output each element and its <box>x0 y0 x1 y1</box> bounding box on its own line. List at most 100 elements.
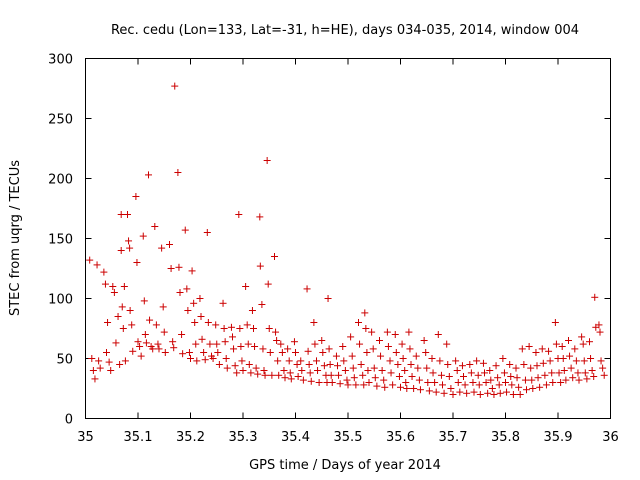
y-tick-label: 300 <box>48 53 73 68</box>
data-point <box>213 340 221 348</box>
data-point <box>273 337 281 344</box>
data-point <box>114 313 122 320</box>
data-point <box>280 367 288 374</box>
data-point <box>495 381 503 389</box>
data-point <box>591 293 599 301</box>
data-point <box>158 244 166 252</box>
data-point <box>193 357 201 365</box>
data-point <box>551 319 559 326</box>
data-point <box>200 349 208 356</box>
data-point <box>403 385 411 392</box>
data-point <box>408 373 416 380</box>
data-point <box>119 325 127 332</box>
data-point <box>287 375 295 383</box>
data-point <box>496 389 504 397</box>
data-point <box>484 389 492 397</box>
data-point <box>230 345 238 353</box>
data-point <box>222 355 230 362</box>
x-tick-label: 35.4 <box>281 430 310 445</box>
data-point <box>89 367 97 374</box>
y-axis: 0 50 100 150 200 250 300 <box>48 53 611 428</box>
data-point <box>476 391 484 398</box>
data-point <box>219 299 227 307</box>
data-point <box>579 340 587 348</box>
data-point <box>167 265 175 272</box>
y-tick-label: 150 <box>48 233 73 248</box>
data-point <box>116 361 124 368</box>
data-point <box>383 328 391 336</box>
data-point <box>311 340 319 348</box>
data-point <box>461 381 469 389</box>
data-point <box>161 349 169 356</box>
data-point <box>470 388 478 396</box>
data-point <box>140 297 148 305</box>
data-point <box>349 364 357 372</box>
data-point <box>355 319 362 326</box>
data-point <box>261 371 269 379</box>
data-point <box>250 325 257 332</box>
y-tick-label: 250 <box>48 113 73 128</box>
data-point <box>552 340 560 348</box>
data-point <box>381 383 389 391</box>
data-point <box>187 355 194 362</box>
data-point <box>391 331 399 338</box>
data-point <box>325 345 333 353</box>
data-point <box>415 376 423 384</box>
data-point <box>371 374 379 382</box>
data-point <box>444 361 452 368</box>
data-point <box>340 357 348 365</box>
x-tick-label: 35.2 <box>176 430 205 445</box>
data-point <box>125 237 133 245</box>
data-point <box>132 193 140 200</box>
data-point <box>587 355 595 362</box>
data-point <box>600 371 608 379</box>
data-point <box>428 355 436 362</box>
data-point <box>487 376 495 384</box>
y-tick-label: 100 <box>48 293 73 308</box>
data-point <box>347 333 355 341</box>
data-point <box>507 373 515 380</box>
data-point <box>274 357 282 365</box>
data-point <box>258 301 266 308</box>
data-point <box>203 229 211 236</box>
data-point <box>447 385 455 392</box>
data-point <box>254 370 262 378</box>
data-point <box>256 213 264 221</box>
data-point <box>265 325 273 332</box>
data-point <box>215 361 223 368</box>
data-point <box>335 371 343 379</box>
data-point <box>542 381 550 389</box>
data-point <box>327 371 335 379</box>
data-point <box>521 376 529 384</box>
data-point <box>110 289 118 296</box>
data-point <box>370 364 378 372</box>
data-point <box>145 171 152 179</box>
data-point <box>293 361 301 368</box>
data-point <box>277 340 285 348</box>
data-point <box>328 379 336 386</box>
data-point <box>508 381 516 389</box>
data-point <box>229 333 236 341</box>
data-point <box>422 349 430 356</box>
data-point <box>599 364 607 372</box>
data-point <box>399 355 407 362</box>
data-point <box>412 352 420 360</box>
data-point <box>101 280 109 288</box>
data-point <box>176 289 184 296</box>
data-point <box>425 387 433 395</box>
data-point <box>449 391 457 398</box>
data-point <box>188 267 196 275</box>
x-tick-label: 35.8 <box>491 430 520 445</box>
data-point <box>318 337 326 344</box>
data-point <box>566 352 574 360</box>
data-point <box>445 373 453 380</box>
data-point <box>326 361 334 368</box>
data-point <box>429 369 437 377</box>
data-point <box>424 379 432 386</box>
data-point <box>529 385 537 392</box>
data-point <box>220 325 228 332</box>
data-point <box>166 241 173 248</box>
data-point <box>298 367 306 374</box>
data-point <box>88 355 96 362</box>
data-point <box>574 369 582 377</box>
